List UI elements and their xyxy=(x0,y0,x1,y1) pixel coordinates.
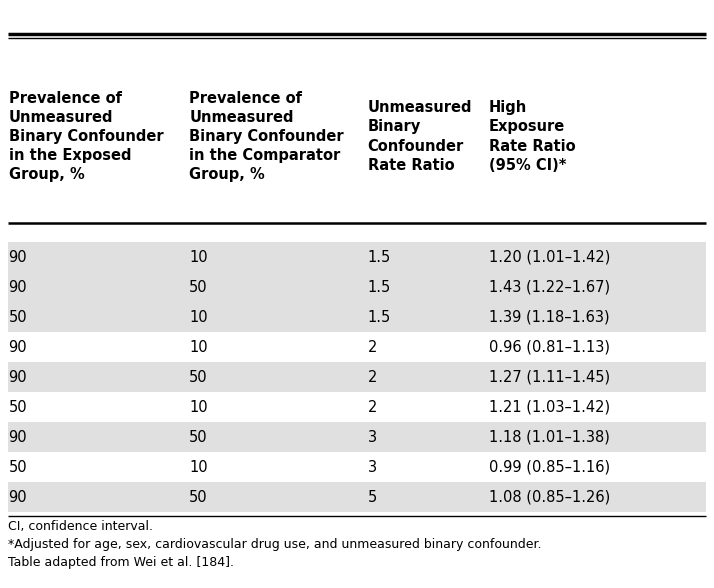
Bar xyxy=(8,362,706,392)
Text: 10: 10 xyxy=(189,459,208,475)
Text: 90: 90 xyxy=(9,429,27,445)
Bar xyxy=(8,422,706,452)
Text: 1.27 (1.11–1.45): 1.27 (1.11–1.45) xyxy=(489,369,610,385)
Text: 1.08 (0.85–1.26): 1.08 (0.85–1.26) xyxy=(489,489,610,505)
Text: *Adjusted for age, sex, cardiovascular drug use, and unmeasured binary confounde: *Adjusted for age, sex, cardiovascular d… xyxy=(8,538,541,551)
Text: 1.21 (1.03–1.42): 1.21 (1.03–1.42) xyxy=(489,399,610,415)
Text: 0.96 (0.81–1.13): 0.96 (0.81–1.13) xyxy=(489,339,610,355)
Text: 3: 3 xyxy=(368,429,377,445)
Text: Table adapted from Wei et al. [184].: Table adapted from Wei et al. [184]. xyxy=(8,556,234,569)
Text: 90: 90 xyxy=(9,339,27,355)
Text: 90: 90 xyxy=(9,489,27,505)
Text: 3: 3 xyxy=(368,459,377,475)
Text: Prevalence of
Unmeasured
Binary Confounder
in the Comparator
Group, %: Prevalence of Unmeasured Binary Confound… xyxy=(189,91,344,182)
Text: 2: 2 xyxy=(368,369,377,385)
Text: 50: 50 xyxy=(189,279,208,295)
Bar xyxy=(8,242,706,272)
Bar xyxy=(8,482,706,512)
Text: 10: 10 xyxy=(189,339,208,355)
Text: 1.5: 1.5 xyxy=(368,309,391,325)
Text: 1.39 (1.18–1.63): 1.39 (1.18–1.63) xyxy=(489,309,610,325)
Text: 10: 10 xyxy=(189,249,208,265)
Text: 1.5: 1.5 xyxy=(368,279,391,295)
Text: 0.99 (0.85–1.16): 0.99 (0.85–1.16) xyxy=(489,459,610,475)
Text: Unmeasured
Binary
Confounder
Rate Ratio: Unmeasured Binary Confounder Rate Ratio xyxy=(368,100,472,173)
Text: 50: 50 xyxy=(9,399,27,415)
Text: Prevalence of
Unmeasured
Binary Confounder
in the Exposed
Group, %: Prevalence of Unmeasured Binary Confound… xyxy=(9,91,164,182)
Text: 90: 90 xyxy=(9,249,27,265)
Text: CI, confidence interval.: CI, confidence interval. xyxy=(8,520,153,533)
Bar xyxy=(8,302,706,332)
Text: 50: 50 xyxy=(189,429,208,445)
Text: 2: 2 xyxy=(368,399,377,415)
Text: 1.18 (1.01–1.38): 1.18 (1.01–1.38) xyxy=(489,429,610,445)
Text: 10: 10 xyxy=(189,309,208,325)
Text: High
Exposure
Rate Ratio
(95% CI)*: High Exposure Rate Ratio (95% CI)* xyxy=(489,100,575,173)
Text: 1.43 (1.22–1.67): 1.43 (1.22–1.67) xyxy=(489,279,610,295)
Text: 90: 90 xyxy=(9,279,27,295)
Text: 1.20 (1.01–1.42): 1.20 (1.01–1.42) xyxy=(489,249,610,265)
Text: 2: 2 xyxy=(368,339,377,355)
Text: 50: 50 xyxy=(189,369,208,385)
Text: 90: 90 xyxy=(9,369,27,385)
Text: 1.5: 1.5 xyxy=(368,249,391,265)
Text: 50: 50 xyxy=(9,309,27,325)
Text: 50: 50 xyxy=(9,459,27,475)
Text: 10: 10 xyxy=(189,399,208,415)
Text: 50: 50 xyxy=(189,489,208,505)
Bar xyxy=(8,272,706,302)
Text: 5: 5 xyxy=(368,489,377,505)
